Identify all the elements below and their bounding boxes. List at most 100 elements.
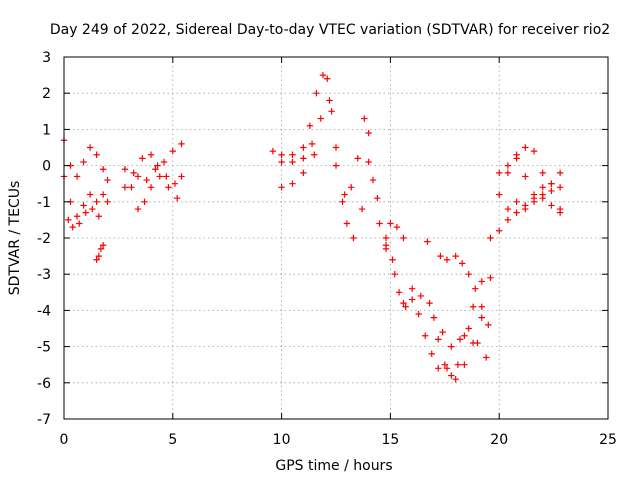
data-point xyxy=(426,299,433,307)
data-point xyxy=(530,198,538,205)
grid-lines xyxy=(64,57,608,419)
x-axis-label: GPS time / hours xyxy=(275,458,392,474)
data-point xyxy=(147,184,155,191)
data-point xyxy=(326,97,333,104)
data-point xyxy=(178,140,185,148)
data-point xyxy=(539,194,546,202)
data-point xyxy=(452,252,459,260)
data-point xyxy=(163,173,170,180)
data-point xyxy=(556,209,564,216)
data-point xyxy=(402,303,409,310)
data-point xyxy=(339,198,346,205)
data-point xyxy=(269,147,277,155)
data-point xyxy=(154,162,161,169)
data-point xyxy=(456,336,464,343)
data-point xyxy=(365,129,372,137)
y-tick-label: -4 xyxy=(37,303,51,319)
data-point xyxy=(169,147,176,155)
data-point xyxy=(289,151,296,158)
data-point xyxy=(104,176,111,184)
data-point xyxy=(417,292,425,300)
data-point xyxy=(93,151,100,158)
data-point xyxy=(389,256,396,263)
data-point xyxy=(465,325,472,332)
y-tick-label: -3 xyxy=(37,267,51,283)
data-point xyxy=(141,198,148,205)
data-point xyxy=(332,162,340,169)
data-point xyxy=(522,205,529,213)
data-point xyxy=(382,234,390,242)
data-point xyxy=(317,115,324,122)
y-tick-label: 2 xyxy=(42,86,51,102)
data-point xyxy=(437,252,444,260)
data-point xyxy=(448,372,455,379)
data-point xyxy=(95,213,103,220)
data-point xyxy=(324,75,331,82)
data-point xyxy=(350,234,357,242)
data-point xyxy=(556,169,564,177)
data-point xyxy=(86,144,94,151)
data-point xyxy=(361,115,368,122)
data-point xyxy=(147,151,155,158)
data-point xyxy=(513,209,520,216)
data-point xyxy=(443,365,451,372)
data-point xyxy=(439,328,446,336)
data-point xyxy=(513,198,520,205)
series-track-k xyxy=(382,220,407,242)
data-point xyxy=(152,166,159,173)
data-point xyxy=(400,234,407,242)
axis-ticks xyxy=(63,56,609,420)
y-tick-label: 0 xyxy=(42,159,51,175)
data-point xyxy=(504,205,512,213)
data-point xyxy=(65,216,72,224)
data-points xyxy=(60,71,564,383)
data-point xyxy=(306,122,314,129)
data-point xyxy=(441,361,448,368)
series-outlier xyxy=(424,238,431,245)
data-point xyxy=(121,184,129,191)
data-point xyxy=(121,166,129,173)
data-point xyxy=(319,71,327,79)
data-point xyxy=(504,169,512,177)
x-tick-label: 25 xyxy=(599,432,617,448)
data-point xyxy=(311,151,318,158)
x-tick-label: 5 xyxy=(168,432,177,448)
data-point xyxy=(178,173,185,180)
y-tick-labels: -7 -6 -5 -4 -3 -2 -1 0 1 2 3 xyxy=(37,50,51,428)
data-point xyxy=(424,238,431,245)
series-track-e xyxy=(121,140,185,191)
data-point xyxy=(513,155,520,162)
data-point xyxy=(548,180,555,187)
series-track-g xyxy=(134,173,181,213)
data-point xyxy=(400,299,407,307)
data-point xyxy=(482,354,490,361)
data-point xyxy=(428,350,435,358)
data-point xyxy=(487,234,494,242)
y-axis-label: SDTVAR / TECUs xyxy=(7,181,23,296)
data-point xyxy=(104,198,111,205)
data-point xyxy=(376,220,383,227)
x-tick-labels: 0 5 10 15 20 25 xyxy=(60,432,617,448)
data-point xyxy=(365,158,372,166)
data-point xyxy=(472,285,479,292)
data-point xyxy=(278,184,285,191)
data-point xyxy=(69,223,76,231)
data-point xyxy=(435,336,442,343)
data-point xyxy=(408,285,416,292)
data-point xyxy=(73,213,81,220)
y-tick-label: 3 xyxy=(42,50,51,66)
data-point xyxy=(332,144,340,151)
data-point xyxy=(415,310,422,318)
data-point xyxy=(496,169,503,177)
data-point xyxy=(435,365,442,372)
data-point xyxy=(496,191,503,198)
data-point xyxy=(395,289,403,296)
data-point xyxy=(341,191,348,198)
data-point xyxy=(522,144,529,151)
data-point xyxy=(448,343,455,350)
data-point xyxy=(391,271,398,278)
data-point xyxy=(300,155,307,162)
data-point xyxy=(134,173,142,180)
series-track-l xyxy=(437,252,492,329)
